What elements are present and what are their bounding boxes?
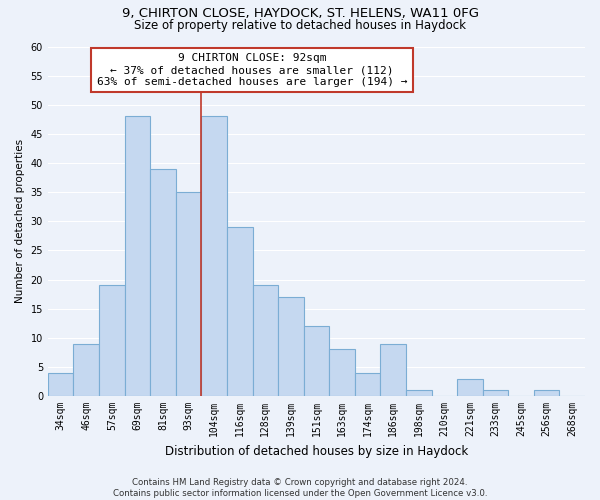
Bar — [99, 286, 125, 396]
Bar — [482, 390, 508, 396]
Bar — [48, 373, 73, 396]
Bar — [304, 326, 329, 396]
Bar — [227, 227, 253, 396]
Text: Contains HM Land Registry data © Crown copyright and database right 2024.
Contai: Contains HM Land Registry data © Crown c… — [113, 478, 487, 498]
Bar — [457, 378, 482, 396]
Bar — [278, 297, 304, 396]
Bar — [534, 390, 559, 396]
Bar — [202, 116, 227, 396]
Bar — [406, 390, 431, 396]
Bar — [355, 373, 380, 396]
Text: Size of property relative to detached houses in Haydock: Size of property relative to detached ho… — [134, 18, 466, 32]
Bar — [176, 192, 202, 396]
Bar — [150, 169, 176, 396]
Bar — [73, 344, 99, 396]
Y-axis label: Number of detached properties: Number of detached properties — [15, 139, 25, 304]
Bar — [253, 286, 278, 396]
Text: 9, CHIRTON CLOSE, HAYDOCK, ST. HELENS, WA11 0FG: 9, CHIRTON CLOSE, HAYDOCK, ST. HELENS, W… — [121, 8, 479, 20]
Text: 9 CHIRTON CLOSE: 92sqm
← 37% of detached houses are smaller (112)
63% of semi-de: 9 CHIRTON CLOSE: 92sqm ← 37% of detached… — [97, 54, 407, 86]
Bar — [380, 344, 406, 396]
Bar — [125, 116, 150, 396]
Bar — [329, 350, 355, 396]
X-axis label: Distribution of detached houses by size in Haydock: Distribution of detached houses by size … — [165, 444, 468, 458]
